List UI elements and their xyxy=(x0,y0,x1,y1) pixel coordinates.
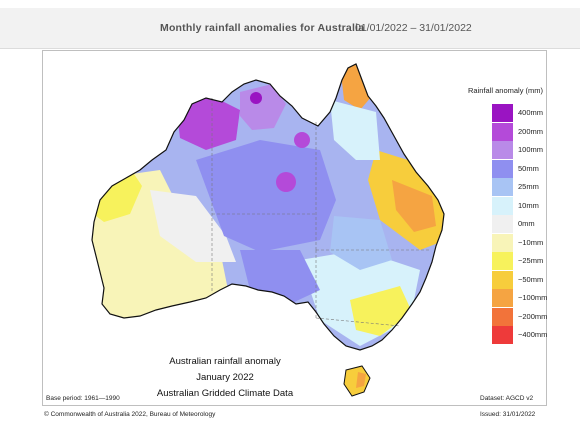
legend-swatch xyxy=(492,326,513,344)
legend-label: 100mm xyxy=(518,145,544,154)
issued-date: Issued: 31/01/2022 xyxy=(480,411,536,418)
legend-swatch xyxy=(492,122,513,141)
map-fill-group xyxy=(91,63,445,397)
australia-coastline xyxy=(91,63,445,351)
legend-label: −400mm xyxy=(518,330,548,339)
legend-label: 50mm xyxy=(518,163,539,173)
region-nsw-light xyxy=(330,216,392,270)
legend-swatch xyxy=(492,289,513,307)
caption-line-1: Australian rainfall anomaly xyxy=(169,356,281,367)
legend-label: 400mm xyxy=(518,108,544,117)
legend-swatch xyxy=(492,196,513,215)
caption-line-2: January 2022 xyxy=(196,372,254,383)
legend-item: 25mm xyxy=(492,178,572,196)
legend-item: 100mm xyxy=(492,141,572,159)
region-east-coast-mixed xyxy=(330,100,380,160)
legend-label: −100mm xyxy=(518,293,548,302)
region-west-neutral xyxy=(150,190,236,262)
legend-item: −10mm xyxy=(492,233,572,252)
legend-title: Rainfall anomaly (mm) xyxy=(468,86,544,95)
legend-label: −200mm xyxy=(518,311,548,321)
legend-label: −10mm xyxy=(518,237,544,247)
legend-swatch xyxy=(492,233,513,252)
copyright: © Commonwealth of Australia 2022, Bureau… xyxy=(44,411,216,418)
legend-item: −200mm xyxy=(492,307,572,326)
legend-swatch xyxy=(492,270,513,289)
region-north-violet xyxy=(176,96,240,150)
region-central-purple xyxy=(196,140,336,252)
base-period: Base period: 1961—1990 xyxy=(46,395,120,402)
map-title: Monthly rainfall anomalies for Australia xyxy=(160,22,365,34)
legend-label: −25mm xyxy=(518,256,544,265)
legend-swatch xyxy=(492,141,513,159)
legend-item: −400mm xyxy=(492,326,572,344)
legend-item: −100mm xyxy=(492,289,572,307)
region-gulf-wet-spot xyxy=(294,132,310,148)
state-borders xyxy=(211,98,430,327)
date-range: 01/01/2022 – 31/01/2022 xyxy=(355,22,472,34)
legend-label: −50mm xyxy=(518,274,544,284)
region-arnhem-dark-spot xyxy=(250,92,262,104)
legend-item: −25mm xyxy=(492,252,572,270)
legend-swatch xyxy=(492,159,513,178)
legend-label: 10mm xyxy=(518,200,539,210)
legend-item: 10mm xyxy=(492,196,572,215)
legend-item: 200mm xyxy=(492,122,572,141)
legend-item: −50mm xyxy=(492,270,572,289)
region-queensland-orange xyxy=(392,180,436,232)
legend-item: 400mm xyxy=(492,104,572,122)
region-central-wet-spot xyxy=(276,172,296,192)
legend-item: 50mm xyxy=(492,159,572,178)
dataset-label: Dataset: AGCD v2 xyxy=(480,395,534,402)
caption-line-3: Australian Gridded Climate Data xyxy=(156,388,294,399)
tasmania-east xyxy=(356,372,366,388)
border-nsw-vic xyxy=(315,317,401,327)
legend-swatch xyxy=(492,307,513,326)
region-south-east-yellow xyxy=(350,286,412,336)
legend-label: 200mm xyxy=(518,126,544,136)
legend-item: 0mm xyxy=(492,215,572,233)
legend-swatch xyxy=(492,104,513,122)
legend-label: 25mm xyxy=(518,182,539,191)
legend-swatch xyxy=(492,215,513,233)
legend-swatch xyxy=(492,252,513,270)
page-header: Monthly rainfall anomalies for Australia… xyxy=(0,8,580,49)
legend-label: 0mm xyxy=(518,219,535,228)
legend-swatch xyxy=(492,178,513,196)
